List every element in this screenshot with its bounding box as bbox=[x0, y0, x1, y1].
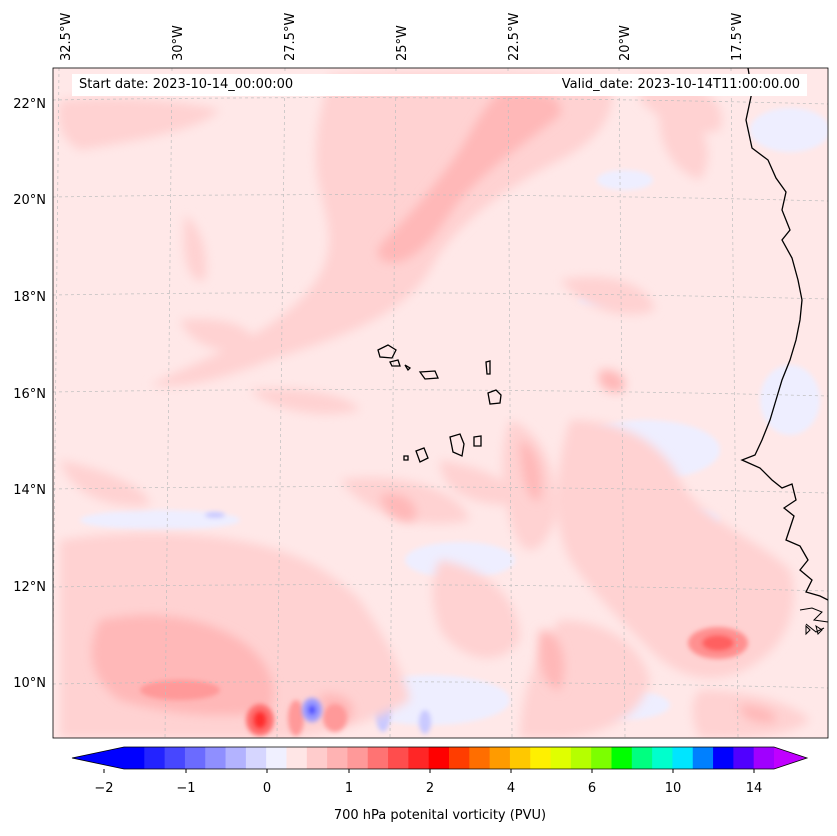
colorbar-swatch bbox=[692, 747, 714, 769]
colorbar-tick-label: −2 bbox=[94, 781, 114, 796]
lon-label-17-5w: 17.5°W bbox=[730, 12, 745, 61]
lon-label-27-5w: 27.5°W bbox=[283, 12, 298, 61]
colorbar-swatch bbox=[327, 747, 349, 769]
lat-label-18n: 18°N bbox=[13, 290, 46, 305]
start-date-label: Start date: 2023-10-14_00:00:00 bbox=[79, 77, 294, 92]
colorbar-swatch bbox=[184, 747, 206, 769]
pv-negative-strong-core bbox=[302, 698, 322, 722]
colorbar-under-arrow bbox=[72, 747, 124, 769]
colorbar-tick-label: 1 bbox=[344, 781, 354, 796]
colorbar-swatch bbox=[530, 747, 552, 769]
colorbar-swatch bbox=[631, 747, 653, 769]
colorbar-swatch bbox=[449, 747, 470, 769]
colorbar-swatch bbox=[672, 747, 694, 769]
lon-label-32-5w: 32.5°W bbox=[59, 12, 74, 61]
lat-label-10n: 10°N bbox=[13, 676, 46, 691]
colorbar-tick-label: 6 bbox=[587, 781, 597, 796]
colorbar bbox=[71, 746, 809, 773]
colorbar-tick-label: 0 bbox=[262, 781, 272, 796]
colorbar-swatch bbox=[570, 747, 592, 769]
lat-label-14n: 14°N bbox=[13, 483, 46, 498]
lon-label-25w: 25°W bbox=[395, 25, 410, 61]
colorbar-swatch bbox=[306, 747, 328, 769]
colorbar-swatch bbox=[509, 747, 531, 769]
lat-label-22n: 22°N bbox=[13, 97, 46, 112]
colorbar-swatch bbox=[469, 747, 491, 769]
colorbar-swatch bbox=[428, 747, 450, 769]
colorbar-swatch bbox=[652, 747, 674, 769]
colorbar-swatch bbox=[266, 747, 288, 769]
colorbar-swatch bbox=[347, 747, 369, 769]
colorbar-swatch bbox=[367, 747, 389, 769]
colorbar-tick-label: 14 bbox=[745, 781, 763, 796]
pv-strong-positive-cores bbox=[140, 627, 748, 736]
colorbar-swatch bbox=[550, 747, 572, 769]
valid-date-label: Valid_date: 2023-10-14T11:00:00.00 bbox=[561, 77, 800, 92]
colorbar-swatch bbox=[205, 747, 227, 769]
lon-label-22-5w: 22.5°W bbox=[507, 12, 522, 61]
colorbar-label: 700 hPa potenital vorticity (PVU) bbox=[333, 808, 547, 823]
lon-label-20w: 20°W bbox=[618, 25, 633, 61]
colorbar-swatch bbox=[164, 747, 186, 769]
lat-label-16n: 16°N bbox=[13, 387, 46, 402]
colorbar-swatch bbox=[225, 747, 247, 769]
colorbar-swatch bbox=[733, 747, 755, 769]
lat-label-12n: 12°N bbox=[13, 580, 46, 595]
colorbar-swatch bbox=[388, 747, 409, 769]
map-frame bbox=[52, 67, 829, 739]
cape-verde-islands bbox=[377, 344, 502, 463]
colorbar-over-arrow bbox=[774, 747, 807, 769]
colorbar-tick-label: −1 bbox=[176, 781, 196, 796]
colorbar-swatch bbox=[144, 747, 166, 769]
map-panel bbox=[53, 68, 828, 738]
colorbar-swatch bbox=[753, 747, 775, 769]
lon-label-30w: 30°W bbox=[171, 25, 186, 61]
colorbar-outline bbox=[71, 746, 809, 770]
colorbar-swatch bbox=[124, 747, 145, 769]
colorbar-tick-label: 2 bbox=[425, 781, 435, 796]
bijagos-islands bbox=[805, 624, 823, 636]
lat-label-20n: 20°N bbox=[13, 193, 46, 208]
colorbar-swatch bbox=[408, 747, 430, 769]
pv-medium-pink-band bbox=[91, 90, 776, 723]
colorbar-swatch bbox=[245, 747, 267, 769]
colorbar-swatch bbox=[713, 747, 734, 769]
african-coastline bbox=[740, 68, 828, 601]
colorbar-swatch bbox=[489, 747, 511, 769]
colorbar-tick-label: 4 bbox=[506, 781, 516, 796]
colorbar-swatch bbox=[286, 747, 308, 769]
colorbar-tick-label: 10 bbox=[664, 781, 682, 796]
colorbar-swatch bbox=[611, 747, 633, 769]
colorbar-swatch bbox=[591, 747, 613, 769]
title-box bbox=[72, 74, 807, 96]
